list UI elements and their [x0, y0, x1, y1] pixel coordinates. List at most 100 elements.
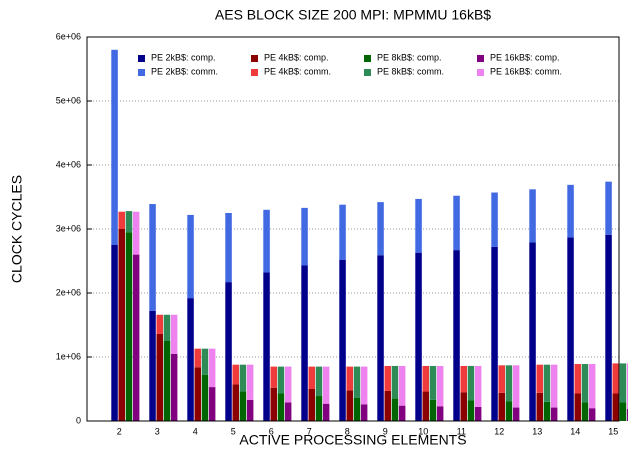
bar-segment — [612, 393, 619, 421]
bar-segment — [453, 195, 460, 251]
legend-swatch — [138, 69, 145, 76]
legend-label: PE 8kB$: comp. — [377, 52, 442, 62]
bar-segment — [377, 202, 384, 256]
bar-segment — [194, 348, 201, 368]
bar-segment — [201, 348, 209, 375]
bar-segment — [498, 365, 505, 393]
bar-segment — [322, 403, 330, 421]
bar-segment — [384, 365, 391, 391]
x-tick-label: 15 — [608, 426, 618, 436]
bar-segment — [132, 254, 140, 421]
chart-title: AES BLOCK SIZE 200 MPI: MPMMU 16kB$ — [215, 7, 491, 23]
bar-segment — [322, 366, 330, 404]
bar-segment — [284, 402, 292, 421]
bar-segment — [491, 192, 498, 247]
bar-segment — [225, 213, 232, 283]
bar-segment — [574, 393, 581, 421]
bar-segment — [170, 353, 178, 421]
bar-segment — [118, 211, 125, 229]
x-tick-label: 13 — [532, 426, 542, 436]
bar-segment — [619, 402, 627, 421]
y-tick-label: 1e+06 — [56, 351, 81, 361]
bar-segment — [263, 209, 270, 273]
legend-swatch — [364, 69, 371, 76]
bar-segment — [474, 406, 482, 421]
bar-segment — [246, 399, 254, 421]
bar-segment — [232, 384, 239, 421]
y-tick-label: 0 — [76, 415, 81, 425]
bar-segment — [436, 365, 444, 407]
bar-segment — [398, 405, 406, 421]
bar-segment — [270, 366, 277, 388]
bar-segment — [170, 314, 178, 354]
bar-segment — [111, 49, 118, 245]
bar-segment — [353, 366, 361, 398]
x-tick-label: 9 — [383, 426, 388, 436]
bar-segment — [339, 259, 346, 421]
bar-segment — [567, 184, 574, 238]
bar-segment — [581, 402, 589, 421]
legend-swatch — [251, 55, 258, 62]
bar-segment — [567, 237, 574, 421]
bar-segment — [626, 363, 628, 409]
bar-segment — [208, 387, 216, 421]
bar-segment — [187, 298, 194, 421]
bar-segment — [315, 366, 323, 397]
bar-segment — [581, 364, 589, 403]
legend-swatch — [477, 55, 484, 62]
bar-segment — [453, 250, 460, 421]
y-tick-label: 3e+06 — [56, 223, 81, 233]
x-tick-label: 7 — [307, 426, 312, 436]
bar-segment — [187, 214, 194, 299]
bar-segment — [536, 364, 543, 393]
bar-segment — [529, 189, 536, 243]
bar-segment — [132, 211, 140, 255]
x-tick-label: 11 — [457, 426, 466, 436]
bar-segment — [125, 232, 133, 421]
x-tick-label: 6 — [269, 426, 274, 436]
bar-segment — [239, 391, 247, 421]
bar-segment — [308, 389, 315, 421]
legend-swatch — [138, 55, 145, 62]
bar-segment — [574, 364, 581, 394]
bar-segment — [194, 367, 201, 421]
x-axis-label: ACTIVE PROCESSING ELEMENTS — [239, 432, 466, 448]
bar-segment — [474, 365, 482, 407]
bar-segment — [498, 392, 505, 421]
y-tick-label: 6e+06 — [56, 31, 81, 41]
bar-segment — [301, 207, 308, 266]
bar-segment — [391, 365, 399, 399]
bar-segment — [512, 365, 520, 408]
bar-segment — [536, 392, 543, 421]
bar-segment — [346, 390, 353, 421]
bar-segment — [543, 364, 551, 402]
plot-frame — [86, 36, 620, 422]
y-tick-label: 5e+06 — [56, 95, 81, 105]
bar-segment — [391, 398, 399, 421]
bar-segment — [263, 272, 270, 421]
bar-segment — [163, 341, 171, 421]
x-tick-label: 4 — [193, 426, 198, 436]
bar-segment — [125, 211, 133, 233]
bar-segment — [149, 310, 156, 421]
bar-segment — [308, 366, 315, 389]
legend-label: PE 16kB$: comm. — [490, 66, 562, 76]
bar-segment — [612, 363, 619, 394]
x-tick-label: 12 — [494, 426, 504, 436]
bar-segment — [605, 234, 612, 421]
bar-segment — [118, 229, 125, 421]
x-tick-label: 8 — [345, 426, 350, 436]
legend-label: PE 2kB$: comp. — [151, 52, 216, 62]
bar-segment — [201, 374, 209, 421]
bar-segment — [232, 364, 239, 385]
y-axis-label: CLOCK CYCLES — [9, 175, 25, 283]
legend-label: PE 16kB$: comp. — [490, 52, 560, 62]
bar-segment — [277, 393, 285, 421]
x-tick-label: 3 — [155, 426, 160, 436]
bar-segment — [360, 366, 368, 405]
x-tick-label: 2 — [117, 426, 122, 436]
legend-swatch — [477, 69, 484, 76]
bar-segment — [460, 392, 467, 421]
